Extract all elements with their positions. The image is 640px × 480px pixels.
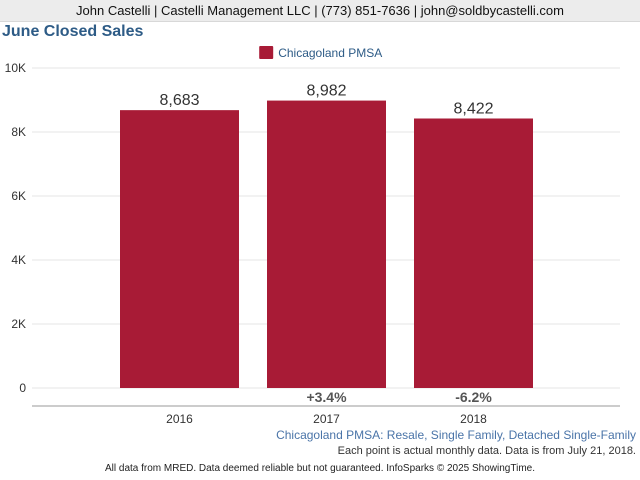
data-note: Each point is actual monthly data. Data … [337, 445, 636, 457]
y-tick-label: 8K [11, 125, 26, 139]
bars: 8,683 8,982 +3.4% 8,422 -6.2% [120, 83, 533, 405]
x-tick-label: 2018 [460, 412, 487, 426]
bar [267, 100, 386, 389]
chart-subtitle: Chicagoland PMSA: Resale, Single Family,… [276, 428, 636, 442]
change-label: -6.2% [455, 389, 492, 405]
x-axis-ticks: 2016 2017 2018 [32, 405, 620, 426]
y-tick-label: 6K [11, 189, 26, 203]
data-label: 8,422 [453, 100, 493, 117]
y-tick-label: 4K [11, 253, 26, 267]
data-label: 8,982 [306, 83, 346, 100]
y-tick-label: 0 [19, 381, 26, 395]
legend-label: Chicagoland PMSA [278, 46, 382, 60]
footer-disclaimer: All data from MRED. Data deemed reliable… [104, 463, 535, 474]
bar [120, 110, 239, 389]
x-tick-label: 2016 [166, 412, 193, 426]
change-label: +3.4% [306, 389, 347, 405]
legend-swatch [259, 46, 274, 59]
legend[interactable]: Chicagoland PMSA [259, 46, 382, 60]
y-tick-label: 2K [11, 317, 26, 331]
bar [414, 118, 533, 388]
data-label: 8,683 [159, 92, 199, 109]
y-axis-ticks: 0 2K 4K 6K 8K 10K [5, 61, 27, 395]
chart-title: June Closed Sales [2, 23, 144, 40]
y-tick-label: 10K [5, 61, 26, 75]
contact-header: John Castelli | Castelli Management LLC … [0, 0, 640, 22]
x-tick-label: 2017 [313, 412, 340, 426]
